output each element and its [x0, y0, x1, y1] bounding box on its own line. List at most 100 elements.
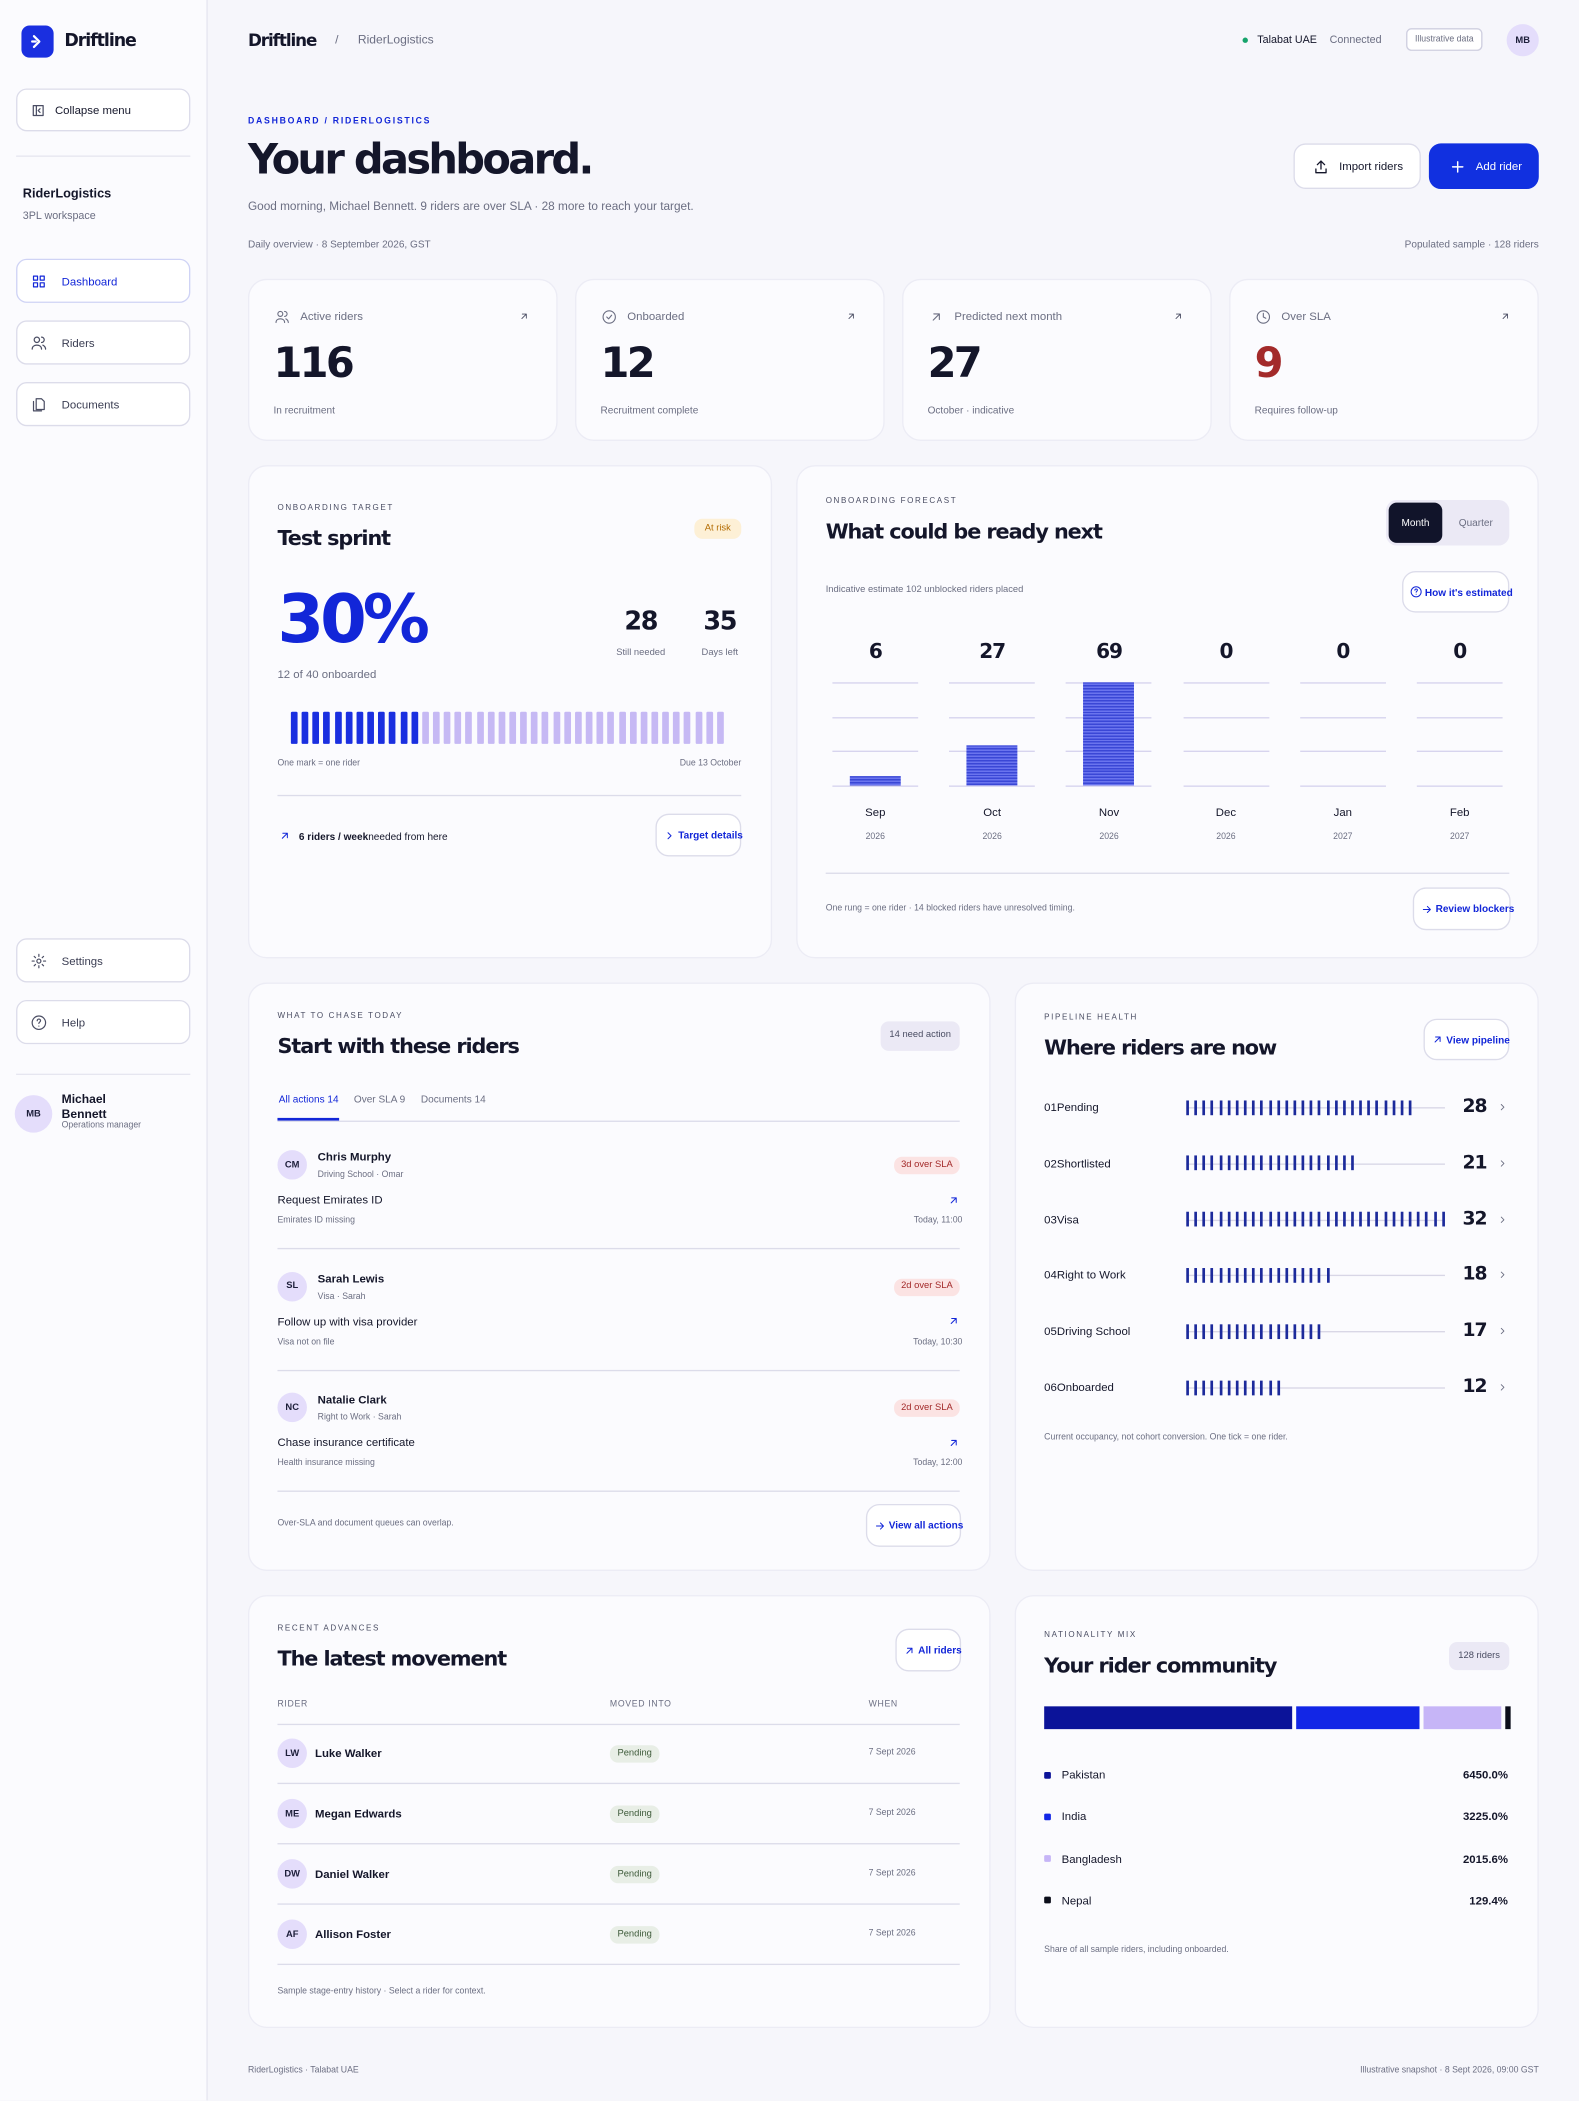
card-title: What could be ready next — [825, 519, 1103, 544]
tick — [1384, 1099, 1387, 1115]
progress-mark — [334, 711, 342, 744]
rider-name[interactable]: Allison Foster — [314, 1927, 391, 1941]
tick — [1235, 1267, 1239, 1283]
task: Chase insurance certificate — [277, 1435, 415, 1449]
tick — [1285, 1099, 1288, 1115]
tick — [1384, 1211, 1387, 1227]
stage-badge-label: Pending — [617, 1748, 652, 1758]
tick — [1227, 1211, 1231, 1227]
link-button[interactable] — [1423, 1018, 1510, 1061]
rung — [1299, 682, 1386, 684]
x-sub-label: 2026 — [1099, 832, 1119, 842]
progress-mark — [607, 711, 615, 744]
rung — [949, 682, 1036, 684]
import-button[interactable] — [1293, 143, 1421, 189]
bar-value: 27 — [979, 639, 1006, 664]
progress-mark — [476, 711, 484, 744]
toggle-label[interactable]: Month — [1401, 516, 1430, 529]
icon — [1497, 1382, 1508, 1393]
legend-label: India — [1061, 1809, 1087, 1824]
progress-mark — [662, 711, 669, 744]
divider — [16, 155, 191, 157]
legend-dot — [1044, 1897, 1051, 1904]
tab[interactable]: Over SLA 9 — [353, 1093, 406, 1106]
icon — [31, 273, 47, 289]
tick — [1285, 1211, 1288, 1227]
rung — [1299, 751, 1386, 753]
tick — [1219, 1099, 1222, 1115]
icon — [1409, 586, 1421, 598]
icon — [903, 1644, 915, 1656]
tick — [1252, 1099, 1255, 1115]
add-button[interactable] — [1428, 143, 1539, 189]
tick — [1194, 1379, 1198, 1395]
icon — [1497, 1270, 1508, 1281]
user-role: Operations manager — [61, 1120, 142, 1131]
tick — [1227, 1155, 1231, 1171]
progress-mark — [345, 711, 353, 744]
mix-segment — [1296, 1706, 1421, 1730]
divider — [825, 872, 1510, 874]
link-label: Target details — [678, 829, 743, 842]
toggle-active[interactable] — [1388, 502, 1443, 543]
nav-item[interactable] — [16, 382, 191, 427]
toggle-label[interactable]: Quarter — [1458, 516, 1493, 529]
tick — [1260, 1379, 1264, 1395]
badge — [880, 1021, 960, 1051]
progress-mark — [673, 711, 680, 744]
icon — [31, 396, 47, 412]
eyebrow: WHAT TO CHASE TODAY — [277, 1012, 404, 1021]
link-button[interactable] — [1402, 571, 1510, 613]
badge-label: 14 need action — [889, 1030, 951, 1040]
task-detail: Visa not on file — [277, 1337, 335, 1347]
stage-badge — [609, 1926, 660, 1944]
tick — [1425, 1211, 1428, 1227]
tick — [1309, 1323, 1313, 1339]
link-button[interactable] — [895, 1628, 962, 1672]
when: 7 Sept 2026 — [868, 1748, 916, 1758]
task-detail: Health insurance missing — [277, 1458, 375, 1468]
stage-badge-label: Pending — [617, 1808, 652, 1819]
tab[interactable]: Documents 14 — [420, 1093, 486, 1106]
rider-name[interactable]: Luke Walker — [314, 1746, 382, 1760]
avatar: AF — [277, 1919, 307, 1949]
avatar: ME — [277, 1798, 307, 1829]
progress-mark — [367, 711, 375, 744]
tab[interactable]: All actions 14 — [278, 1093, 339, 1106]
rider-name[interactable]: Megan Edwards — [314, 1806, 402, 1821]
icon — [1312, 157, 1329, 174]
badge-label: 128 riders — [1458, 1650, 1501, 1660]
rider-name[interactable]: Daniel Walker — [314, 1867, 390, 1881]
tick — [1276, 1379, 1280, 1395]
stage-label: 02Shortlisted — [1044, 1156, 1111, 1170]
tick — [1219, 1267, 1222, 1283]
card-title: Test sprint — [277, 526, 391, 551]
kpi-note: Recruitment complete — [600, 404, 699, 417]
kpi-card — [1229, 278, 1539, 441]
tick — [1210, 1099, 1214, 1115]
kpi-note: Requires follow-up — [1254, 404, 1338, 417]
collapse-button[interactable] — [16, 88, 191, 132]
legend-dot — [1044, 1855, 1051, 1862]
progress-mark — [585, 711, 593, 744]
icon — [1500, 311, 1511, 322]
tick — [1260, 1099, 1264, 1115]
progress-mark — [400, 711, 407, 744]
tick — [1367, 1211, 1371, 1227]
eyebrow: ONBOARDING TARGET — [277, 504, 394, 513]
nav-item[interactable] — [16, 320, 191, 365]
tick — [1351, 1099, 1354, 1115]
sla-badge — [894, 1399, 960, 1417]
tick — [1268, 1155, 1272, 1171]
legend-label: Pakistan — [1061, 1767, 1106, 1782]
tick — [1276, 1267, 1280, 1283]
rider-name: Chris Murphy — [317, 1149, 392, 1164]
nav-item[interactable] — [16, 258, 191, 303]
legend-label: Nepal — [1061, 1893, 1092, 1908]
tick — [1359, 1099, 1363, 1115]
divider — [277, 1963, 960, 1966]
eyebrow: ONBOARDING FORECAST — [825, 497, 958, 506]
tick — [1202, 1379, 1206, 1395]
stage-index: 06 — [1044, 1380, 1057, 1394]
x-sub-label: 2027 — [1450, 832, 1470, 842]
